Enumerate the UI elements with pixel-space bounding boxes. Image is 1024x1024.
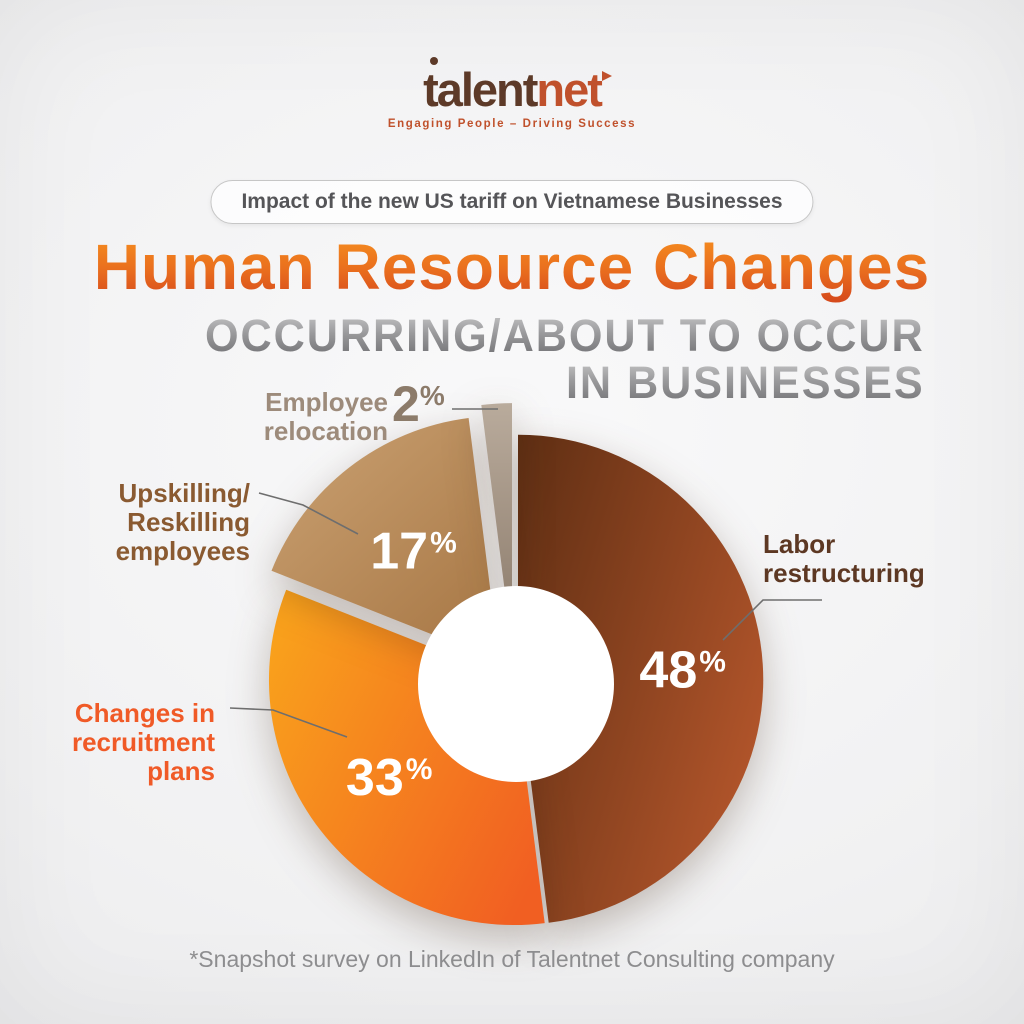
- callout-line: recruitment: [71, 727, 215, 758]
- logo-talent-text: talent: [423, 63, 538, 116]
- pie-slice-labor-restructuring: [518, 434, 764, 923]
- value-unit: %: [419, 380, 445, 411]
- donut-hole: [418, 586, 614, 782]
- logo-dot-icon: [430, 57, 439, 65]
- callout-labor-restructuring: Labor restructuring: [763, 529, 925, 589]
- topic-badge-label: Impact of the new US tariff on Vietnames…: [241, 190, 783, 213]
- callout-line: employees: [115, 536, 250, 567]
- source-footnote: *Snapshot survey on LinkedIn of Talentne…: [189, 946, 835, 972]
- value-employee-relocation: 2%: [392, 379, 445, 429]
- logo-arrow-icon: [601, 71, 612, 81]
- leader-line-labor-restructuring: [722, 599, 822, 641]
- callout-line: relocation: [263, 416, 388, 447]
- callout-line: plans: [147, 756, 215, 787]
- pie-value-changes-in-recruitment-plans: 33%: [346, 749, 433, 807]
- leader-line-changes-in-recruitment-plans: [229, 707, 348, 738]
- page-title: Human Resource Changes: [0, 230, 1024, 304]
- callout-line: Changes in: [74, 698, 215, 728]
- callout-line: Reskilling: [127, 507, 250, 538]
- callout-line: Upskilling/: [118, 478, 250, 508]
- topic-badge: Impact of the new US tariff on Vietnames…: [210, 180, 814, 224]
- callout-line: Employee: [265, 387, 388, 417]
- pie-slice-upskilling-reskilling-employees: [271, 418, 500, 661]
- callout-changes-recruitment: Changes in recruitment plans: [71, 698, 215, 787]
- logo-net-text: net: [536, 63, 602, 116]
- callout-upskilling-reskilling: Upskilling/ Reskilling employees: [115, 478, 250, 567]
- leader-lines-group: [229, 408, 822, 738]
- pie-value-labor-restructuring: 48%: [639, 641, 726, 699]
- page-subtitle: OCCURRING/ABOUT TO OCCUR IN BUSINESSES: [205, 312, 925, 407]
- subtitle-line-1: OCCURRING/ABOUT TO OCCUR: [205, 310, 925, 361]
- callout-line: Labor: [763, 529, 836, 559]
- callout-line: restructuring: [763, 558, 925, 589]
- talentnet-logo: talentnet Engaging People – Driving Succ…: [0, 57, 1024, 130]
- leader-line-upskilling-reskilling-employees: [258, 492, 359, 535]
- logo-tagline: Engaging People – Driving Success: [387, 118, 637, 130]
- value-number: 2: [392, 376, 420, 432]
- subtitle-line-2: IN BUSINESSES: [205, 359, 925, 407]
- value-labels-group: 48% 33% 17%: [346, 522, 726, 806]
- callout-employee-relocation: Employee relocation: [263, 387, 388, 447]
- pie-value-upskilling-reskilling-employees: 17%: [370, 522, 457, 580]
- logo-wordmark: talentnet: [423, 57, 612, 116]
